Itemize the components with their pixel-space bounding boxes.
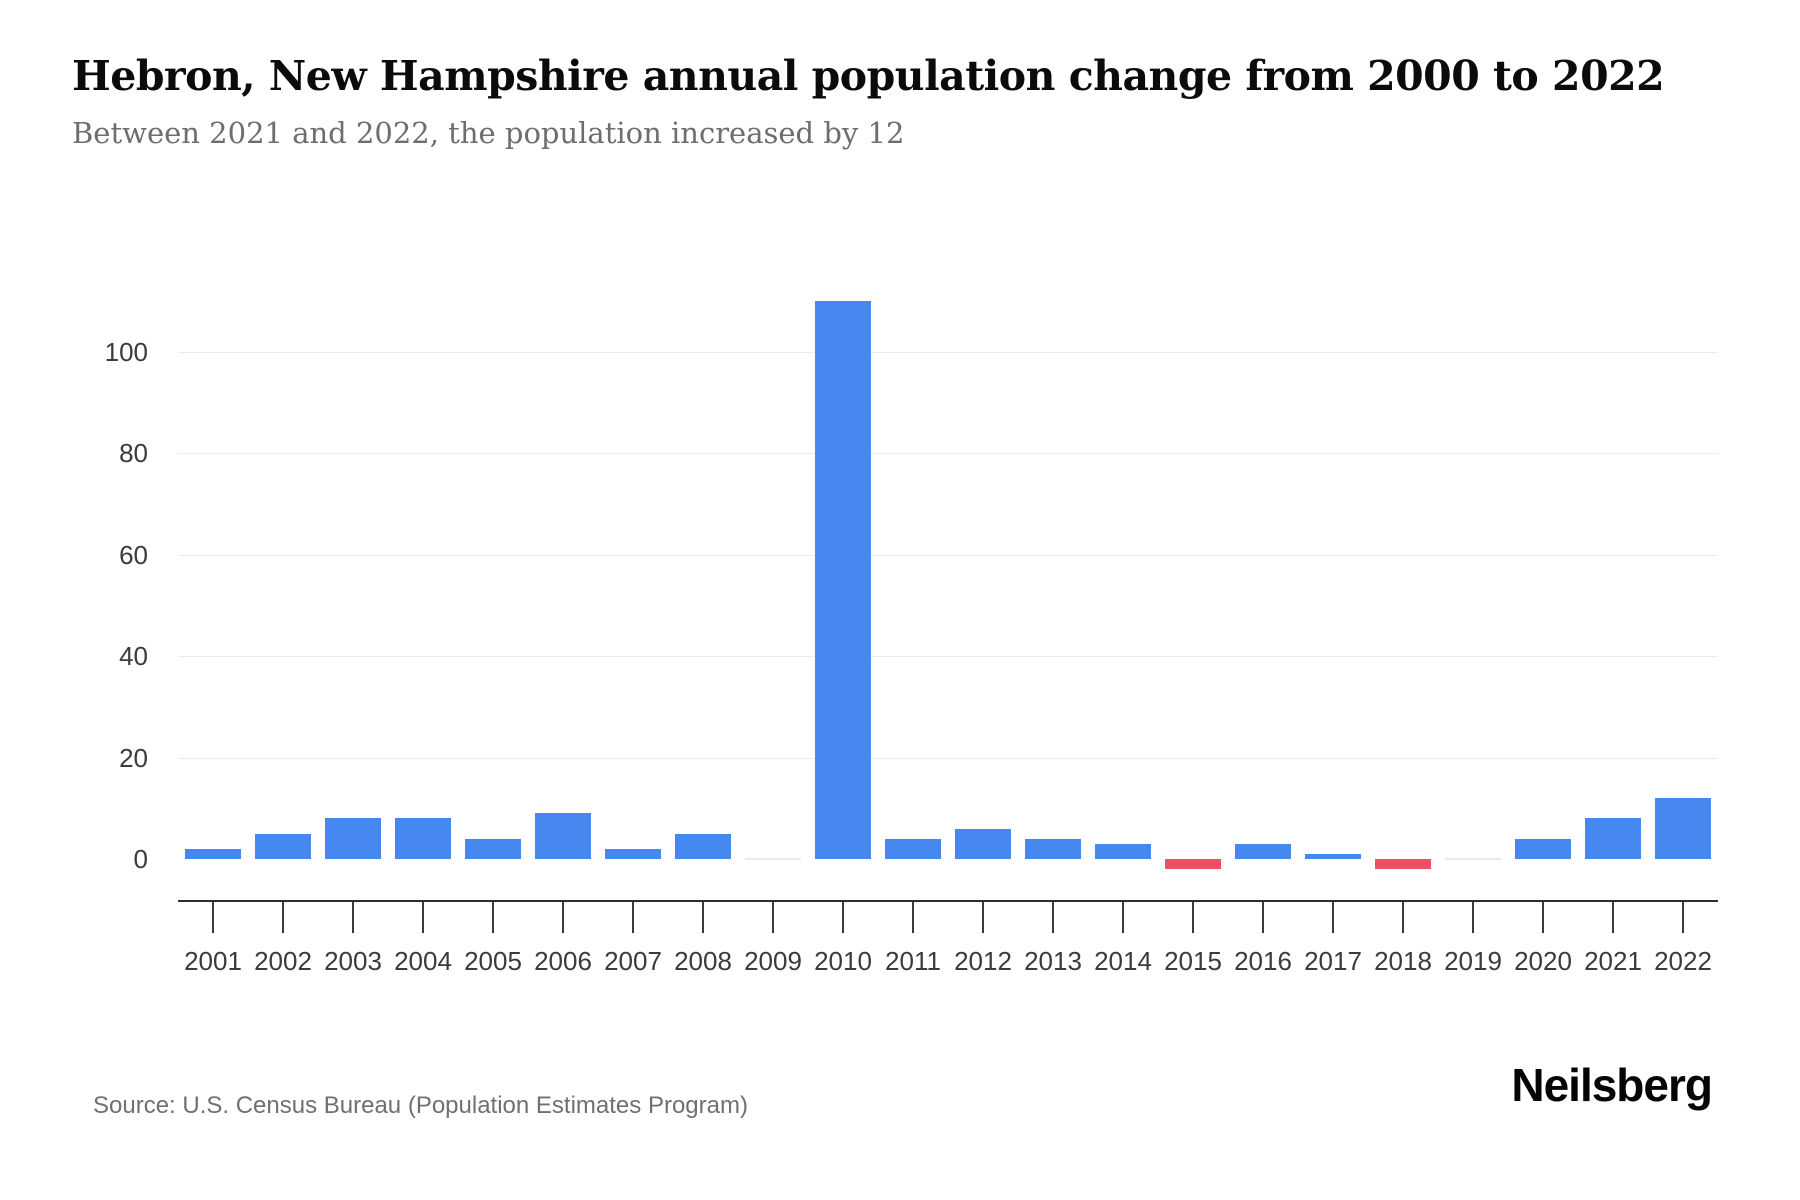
- neilsberg-logo: Neilsberg: [1511, 1059, 1713, 1111]
- gridline-80: [178, 453, 1718, 454]
- gridline-60: [178, 555, 1718, 556]
- bar-2021[interactable]: [1585, 818, 1641, 859]
- y-axis-label-100: 100: [104, 337, 148, 367]
- x-tick-2022: [1682, 902, 1684, 933]
- x-axis-label-2018: 2018: [1374, 946, 1432, 976]
- bar-2006[interactable]: [535, 813, 591, 859]
- x-tick-2021: [1612, 902, 1614, 933]
- bar-2022[interactable]: [1655, 798, 1711, 859]
- x-tick-2001: [212, 902, 214, 933]
- x-tick-2012: [982, 902, 984, 933]
- y-axis-label-40: 40: [119, 641, 148, 671]
- gridline-100: [178, 352, 1718, 353]
- source-note: Source: U.S. Census Bureau (Population E…: [93, 1092, 748, 1119]
- bar-2010[interactable]: [815, 301, 871, 859]
- y-axis-label-60: 60: [119, 540, 148, 570]
- x-tick-2020: [1542, 902, 1544, 933]
- y-axis-label-0: 0: [133, 844, 148, 874]
- x-axis-label-2014: 2014: [1094, 946, 1152, 976]
- x-axis-label-2008: 2008: [674, 946, 732, 976]
- bar-2007[interactable]: [605, 849, 661, 859]
- x-tick-2007: [632, 902, 634, 933]
- x-tick-2017: [1332, 902, 1334, 933]
- x-axis-label-2010: 2010: [814, 946, 872, 976]
- y-axis-label-20: 20: [119, 743, 148, 773]
- x-tick-2011: [912, 902, 914, 933]
- bar-2020[interactable]: [1515, 839, 1571, 859]
- bar-2005[interactable]: [465, 839, 521, 859]
- x-axis-label-2015: 2015: [1164, 946, 1222, 976]
- x-axis-label-2011: 2011: [885, 946, 941, 976]
- x-tick-2019: [1472, 902, 1474, 933]
- bar-2014[interactable]: [1095, 844, 1151, 859]
- x-axis-label-2009: 2009: [744, 946, 802, 976]
- bar-2016[interactable]: [1235, 844, 1291, 859]
- x-tick-2005: [492, 902, 494, 933]
- gridline-40: [178, 656, 1718, 657]
- bar-2008[interactable]: [675, 834, 731, 859]
- gridline-20: [178, 758, 1718, 759]
- x-axis-label-2020: 2020: [1514, 946, 1572, 976]
- x-axis-label-2012: 2012: [954, 946, 1012, 976]
- bar-2002[interactable]: [255, 834, 311, 859]
- x-tick-2014: [1122, 902, 1124, 933]
- x-tick-2003: [352, 902, 354, 933]
- bar-2013[interactable]: [1025, 839, 1081, 859]
- x-tick-2015: [1192, 902, 1194, 933]
- x-axis-label-2001: 2001: [184, 946, 242, 976]
- x-tick-2006: [562, 902, 564, 933]
- x-axis-label-2005: 2005: [464, 946, 522, 976]
- x-axis-label-2007: 2007: [604, 946, 662, 976]
- bar-2011[interactable]: [885, 839, 941, 859]
- bar-2019[interactable]: [1445, 858, 1501, 860]
- x-tick-2016: [1262, 902, 1264, 933]
- bar-2003[interactable]: [325, 818, 381, 859]
- bar-2004[interactable]: [395, 818, 451, 859]
- x-tick-2009: [772, 902, 774, 933]
- x-axis-label-2002: 2002: [254, 946, 312, 976]
- x-tick-2013: [1052, 902, 1054, 933]
- x-axis-label-2003: 2003: [324, 946, 382, 976]
- x-tick-2010: [842, 902, 844, 933]
- bar-2012[interactable]: [955, 829, 1011, 859]
- x-axis-label-2013: 2013: [1024, 946, 1082, 976]
- plot-area: [178, 290, 1718, 902]
- bar-2017[interactable]: [1305, 854, 1361, 859]
- x-axis-label-2017: 2017: [1304, 946, 1362, 976]
- x-tick-2002: [282, 902, 284, 933]
- x-axis-label-2022: 2022: [1654, 946, 1712, 976]
- x-axis-label-2006: 2006: [534, 946, 592, 976]
- x-axis-labels: 2001 2002 2003 2004 2005 2006 2007 2008 2009 2010…: [178, 946, 1718, 977]
- x-axis-label-2019: 2019: [1444, 946, 1502, 976]
- x-tick-2008: [702, 902, 704, 933]
- x-tick-2018: [1402, 902, 1404, 933]
- bar-2009[interactable]: [745, 858, 801, 860]
- x-axis-label-2016: 2016: [1234, 946, 1292, 976]
- x-axis-label-2004: 2004: [394, 946, 452, 976]
- bar-2001[interactable]: [185, 849, 241, 859]
- chart-title: Hebron, New Hampshire annual population …: [72, 52, 1665, 100]
- y-axis-label-80: 80: [119, 438, 148, 468]
- bar-2018[interactable]: [1375, 859, 1431, 869]
- bar-2015[interactable]: [1165, 859, 1221, 869]
- chart-subtitle: Between 2021 and 2022, the population in…: [72, 116, 905, 150]
- x-axis-label-2021: 2021: [1584, 946, 1642, 976]
- x-tick-2004: [422, 902, 424, 933]
